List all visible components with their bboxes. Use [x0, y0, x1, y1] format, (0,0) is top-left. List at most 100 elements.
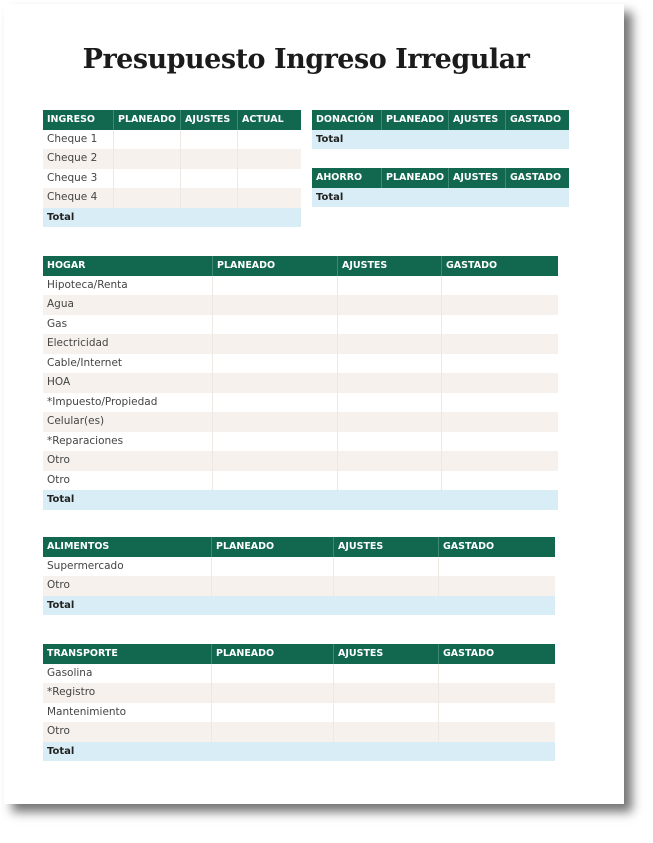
cell-value[interactable] — [337, 353, 441, 373]
cell-label: *Reparaciones — [47, 434, 124, 447]
cell-value[interactable] — [333, 683, 438, 703]
cell-label: TRANSPORTE — [47, 648, 118, 659]
cell-value[interactable] — [505, 188, 569, 208]
cell-value[interactable] — [438, 596, 555, 616]
cell-value[interactable] — [441, 431, 558, 451]
cell-value[interactable] — [212, 373, 337, 393]
cell-value[interactable] — [441, 275, 558, 295]
cell-value[interactable] — [237, 129, 301, 149]
cell-value[interactable] — [337, 470, 441, 490]
cell-label: GASTADO — [441, 256, 558, 276]
cell-value[interactable] — [441, 295, 558, 315]
cell-value[interactable] — [337, 275, 441, 295]
cell-value[interactable] — [333, 576, 438, 596]
cell-label: Cable/Internet — [47, 356, 123, 369]
cell-value[interactable] — [441, 353, 558, 373]
cell-value[interactable] — [333, 702, 438, 722]
table-header: ALIMENTOS PLANEADO AJUSTES GASTADO — [43, 537, 555, 557]
table-row: Supermercado — [43, 556, 555, 576]
cell-value[interactable] — [438, 742, 555, 762]
cell-value[interactable] — [113, 149, 180, 169]
cell-value[interactable] — [237, 168, 301, 188]
cell-value[interactable] — [337, 392, 441, 412]
cell-value[interactable] — [211, 576, 333, 596]
cell-value[interactable] — [237, 149, 301, 169]
cell-value[interactable] — [448, 188, 505, 208]
cell-value[interactable] — [212, 412, 337, 432]
cell-value[interactable] — [212, 275, 337, 295]
cell-value[interactable] — [333, 556, 438, 576]
cell-value[interactable] — [438, 556, 555, 576]
cell-value[interactable] — [441, 451, 558, 471]
cell-value[interactable] — [337, 373, 441, 393]
cell-value[interactable] — [381, 188, 448, 208]
cell-value[interactable] — [211, 722, 333, 742]
cell-value[interactable] — [448, 130, 505, 150]
cell-value[interactable] — [337, 412, 441, 432]
ingreso-table: INGRESO PLANEADO AJUSTES ACTUAL Cheque 1 Cheq… — [43, 110, 301, 227]
cell-label: Total — [47, 745, 75, 757]
cell-value[interactable] — [237, 188, 301, 208]
cell-value[interactable] — [212, 431, 337, 451]
cell-label: Total — [47, 599, 75, 611]
cell-value[interactable] — [113, 168, 180, 188]
cell-value[interactable] — [505, 130, 569, 150]
table-row: Cheque 2 — [43, 149, 301, 169]
table-row: *Reparaciones — [43, 431, 558, 451]
cell-value[interactable] — [180, 168, 237, 188]
cell-value[interactable] — [211, 702, 333, 722]
cell-value[interactable] — [237, 208, 301, 228]
cell-value[interactable] — [113, 129, 180, 149]
cell-value[interactable] — [212, 470, 337, 490]
cell-value[interactable] — [438, 683, 555, 703]
cell-value[interactable] — [333, 742, 438, 762]
cell-value[interactable] — [438, 722, 555, 742]
cell-value[interactable] — [441, 470, 558, 490]
cell-value[interactable] — [438, 663, 555, 683]
cell-value[interactable] — [441, 490, 558, 510]
cell-value[interactable] — [438, 702, 555, 722]
cell-value[interactable] — [180, 208, 237, 228]
cell-value[interactable] — [212, 490, 337, 510]
cell-label: AJUSTES — [337, 256, 441, 276]
cell-label: Celular(es) — [47, 415, 105, 427]
cell-value[interactable] — [212, 392, 337, 412]
cell-value[interactable] — [337, 295, 441, 315]
cell-value[interactable] — [438, 576, 555, 596]
cell-value[interactable] — [113, 208, 180, 228]
cell-value[interactable] — [180, 129, 237, 149]
table-row: Otro — [43, 451, 558, 471]
cell-value[interactable] — [211, 683, 333, 703]
donacion-table: DONACIÓN PLANEADO AJUSTES GASTADO Total — [312, 110, 569, 149]
cell-value[interactable] — [180, 149, 237, 169]
cell-value[interactable] — [441, 392, 558, 412]
cell-value[interactable] — [211, 556, 333, 576]
cell-value[interactable] — [212, 295, 337, 315]
cell-value[interactable] — [337, 451, 441, 471]
cell-value[interactable] — [441, 334, 558, 354]
cell-label: Gas — [47, 317, 68, 330]
cell-value[interactable] — [211, 596, 333, 616]
cell-label: GASTADO — [438, 644, 555, 664]
cell-value[interactable] — [212, 314, 337, 334]
cell-value[interactable] — [337, 490, 441, 510]
cell-label: Total — [47, 211, 75, 223]
cell-value[interactable] — [211, 742, 333, 762]
cell-value[interactable] — [333, 663, 438, 683]
cell-value[interactable] — [337, 314, 441, 334]
cell-label: Hipoteca/Renta — [47, 278, 128, 291]
cell-value[interactable] — [212, 334, 337, 354]
cell-value[interactable] — [180, 188, 237, 208]
cell-value[interactable] — [333, 596, 438, 616]
cell-value[interactable] — [441, 314, 558, 334]
cell-value[interactable] — [212, 353, 337, 373]
cell-value[interactable] — [333, 722, 438, 742]
cell-value[interactable] — [381, 130, 448, 150]
cell-value[interactable] — [211, 663, 333, 683]
cell-value[interactable] — [337, 431, 441, 451]
cell-value[interactable] — [441, 373, 558, 393]
cell-value[interactable] — [441, 412, 558, 432]
cell-value[interactable] — [113, 188, 180, 208]
cell-value[interactable] — [212, 451, 337, 471]
cell-value[interactable] — [337, 334, 441, 354]
